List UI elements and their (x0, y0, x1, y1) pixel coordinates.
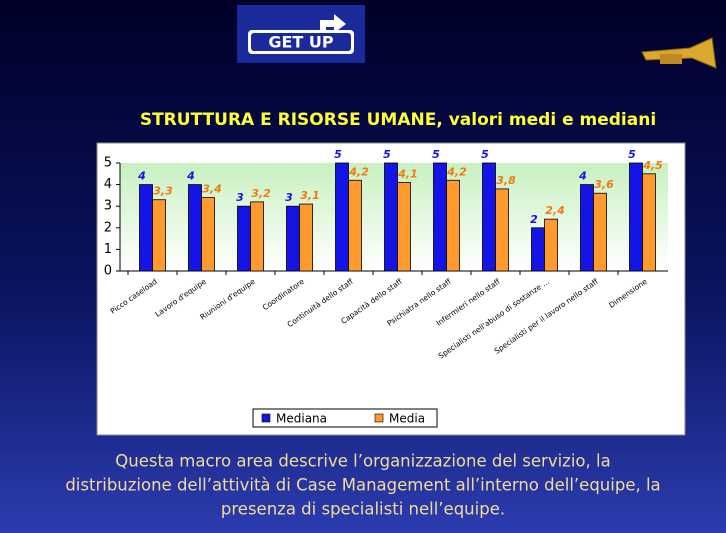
y-tick-label: 2 (104, 220, 112, 235)
value-label: 2 (530, 213, 538, 226)
value-label: 3,6 (594, 178, 614, 191)
bar (642, 173, 656, 272)
bar (201, 197, 215, 272)
y-tick-label: 5 (104, 156, 112, 171)
description-line: Questa macro area descrive l’organizzazi… (115, 452, 610, 471)
value-label: 4,1 (397, 167, 418, 180)
bar (544, 218, 558, 272)
description-line: presenza di specialisti nell’equipe. (221, 500, 505, 519)
bar (250, 201, 264, 272)
bar (152, 199, 166, 272)
bar (335, 162, 349, 272)
bar (433, 162, 447, 272)
bar (384, 162, 398, 272)
trumpet-icon (641, 37, 717, 69)
bar (593, 192, 607, 272)
value-label: 3,2 (251, 187, 271, 200)
value-label: 3,1 (300, 189, 320, 202)
value-label: 3,4 (202, 183, 222, 196)
bar (139, 184, 153, 272)
legend-swatch (261, 413, 271, 423)
bar (482, 162, 496, 272)
y-tick-label: 0 (104, 264, 112, 279)
logo-text: GET UP (268, 33, 334, 52)
bar (495, 188, 509, 272)
value-label: 4 (186, 170, 195, 183)
value-label: 5 (334, 148, 342, 161)
bar (580, 184, 594, 272)
value-label: 3,8 (496, 174, 516, 187)
y-tick-label: 3 (104, 199, 112, 214)
bar (446, 179, 460, 272)
value-label: 5 (628, 148, 636, 161)
legend-label: Mediana (276, 412, 327, 426)
legend-label: Media (389, 412, 425, 426)
value-label: 4 (137, 170, 146, 183)
value-label: 2,4 (545, 204, 565, 217)
value-label: 4,2 (446, 165, 467, 178)
value-label: 4 (578, 170, 587, 183)
legend (252, 408, 438, 428)
logo: GET UP (237, 5, 365, 63)
bar (286, 205, 300, 272)
y-tick-label: 4 (104, 177, 112, 192)
bar (237, 205, 251, 272)
bar (397, 182, 411, 272)
value-label: 4,5 (642, 159, 663, 172)
description-line: distribuzione dell’attività di Case Mana… (65, 476, 660, 495)
value-label: 4,2 (348, 165, 369, 178)
bar (299, 203, 313, 272)
chart-title: STRUTTURA E RISORSE UMANE, valori medi e… (140, 110, 656, 130)
value-label: 3 (236, 191, 244, 204)
value-label: 3,3 (153, 185, 173, 198)
bar (348, 179, 362, 272)
bar (188, 184, 202, 272)
legend-swatch (374, 413, 384, 423)
value-label: 3 (285, 191, 293, 204)
bar (531, 227, 545, 272)
value-label: 5 (481, 148, 489, 161)
bar (629, 162, 643, 272)
y-tick-label: 1 (104, 242, 112, 257)
value-label: 5 (432, 148, 440, 161)
value-label: 5 (383, 148, 391, 161)
